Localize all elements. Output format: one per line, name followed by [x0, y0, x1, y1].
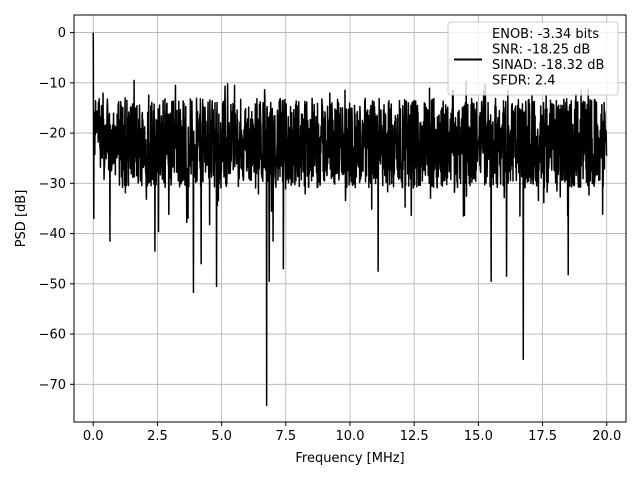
psd-series-line: [92, 32, 608, 407]
x-tick-label: 0.0: [83, 429, 104, 444]
legend-box: [447, 21, 619, 96]
y-tick-label: −40: [39, 227, 66, 242]
legend-text-snr: SNR: -18.25 dB: [492, 43, 590, 58]
series-layer: [92, 32, 608, 407]
legend-text-enob: ENOB: -3.34 bits: [492, 27, 599, 42]
x-tick-label: 5.0: [211, 429, 232, 444]
x-tick-label: 12.5: [400, 429, 429, 444]
legend-text-sinad: SINAD: -18.32 dB: [492, 58, 604, 73]
y-tick-label: −60: [39, 328, 66, 343]
x-tick-label: 2.5: [147, 429, 168, 444]
y-axis-label: PSD [dB]: [14, 190, 29, 248]
x-tick-label: 10.0: [336, 429, 365, 444]
y-tick-label: −20: [39, 127, 66, 142]
y-tick-label: −70: [39, 378, 66, 393]
y-tick-label: −10: [39, 76, 66, 91]
x-tick-label: 15.0: [464, 429, 493, 444]
y-tick-label: −50: [39, 277, 66, 292]
x-tick-label: 7.5: [275, 429, 296, 444]
legend-text-sfdr: SFDR: 2.4: [492, 74, 556, 89]
y-tick-label: −30: [39, 177, 66, 192]
x-tick-label: 17.5: [528, 429, 557, 444]
y-tick-label: 0: [58, 26, 66, 41]
legend: ENOB: -3.34 bits SNR: -18.25 dB SINAD: -…: [447, 21, 619, 96]
ticks: 0.0 2.5 5.0 7.5 10.0 12.5 15.0 17.5 20.0 0 −10 −20 −…: [39, 26, 622, 444]
x-axis-label: Frequency [MHz]: [295, 451, 404, 466]
x-tick-label: 20.0: [592, 429, 621, 444]
